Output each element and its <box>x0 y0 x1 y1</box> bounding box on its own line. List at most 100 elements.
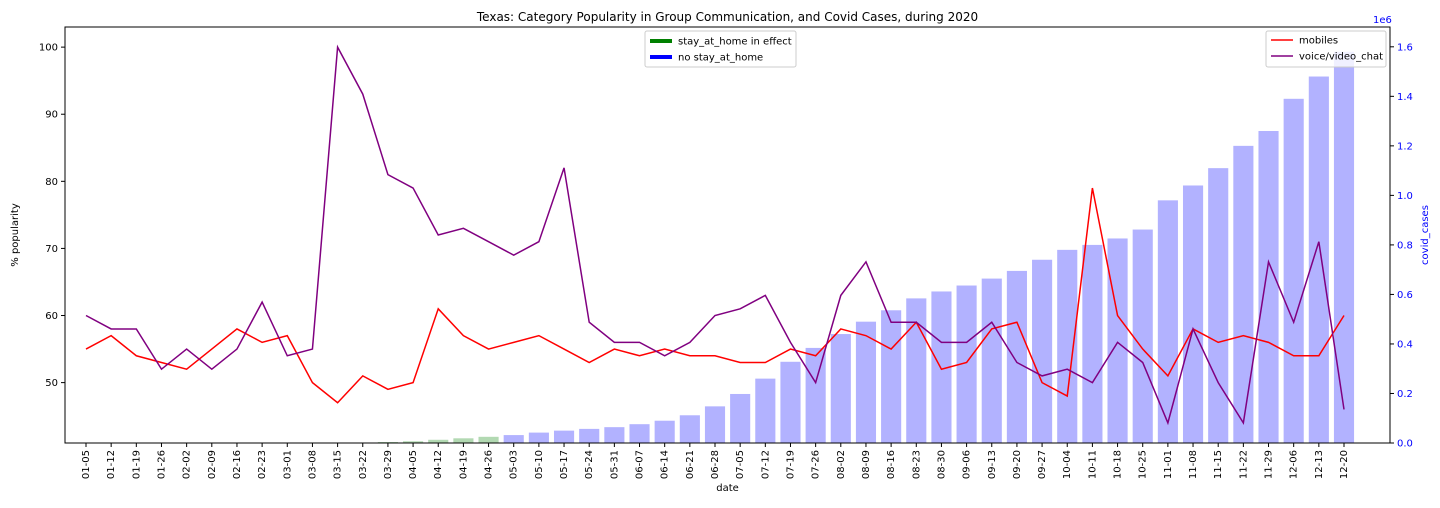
x-tick-label: 01-26 <box>156 450 167 479</box>
x-tick-label: 02-23 <box>257 450 268 479</box>
bar-covid-cases <box>755 379 775 443</box>
y2-tick-label: 0.2 <box>1397 389 1413 400</box>
x-tick-label: 08-16 <box>886 450 897 479</box>
x-tick-label: 11-15 <box>1213 450 1224 479</box>
bar-covid-cases <box>655 421 675 443</box>
x-tick-label: 06-07 <box>635 450 646 479</box>
bar-covid-cases <box>881 310 901 443</box>
x-tick-label: 11-29 <box>1264 450 1275 479</box>
x-tick-label: 06-28 <box>710 450 721 479</box>
y2-axis-offset-label: 1e6 <box>1373 15 1392 26</box>
y-tick-label: 90 <box>45 110 58 121</box>
x-tick-label: 01-05 <box>81 450 92 479</box>
x-tick-label: 11-22 <box>1238 450 1249 479</box>
y-tick-label: 70 <box>45 244 58 255</box>
bar-covid-cases <box>1208 168 1228 443</box>
x-tick-label: 02-16 <box>232 450 243 479</box>
bar-covid-cases <box>1284 99 1304 443</box>
y-tick-label: 60 <box>45 311 58 322</box>
y2-tick-label: 1.2 <box>1397 141 1413 152</box>
lines-layer <box>86 47 1344 423</box>
x-tick-label: 11-01 <box>1163 450 1174 479</box>
x-tick-label: 08-09 <box>861 450 872 479</box>
x-tick-label: 03-15 <box>333 450 344 479</box>
x-tick-label: 07-05 <box>735 450 746 479</box>
bar-covid-cases <box>504 435 524 443</box>
bar-covid-cases <box>1082 245 1102 443</box>
x-tick-label: 08-30 <box>936 450 947 479</box>
x-tick-label: 12-06 <box>1289 450 1300 479</box>
bars-layer <box>328 52 1355 443</box>
bar-covid-cases <box>680 415 700 443</box>
bar-covid-cases <box>1108 238 1128 443</box>
bar-covid-cases <box>831 334 851 443</box>
bar-covid-cases <box>554 431 574 443</box>
x-tick-label: 06-21 <box>685 450 696 479</box>
bar-covid-cases <box>1133 230 1153 443</box>
bar-covid-cases <box>629 424 649 443</box>
bar-covid-cases <box>982 279 1002 443</box>
legend-label: voice/video_chat <box>1299 52 1383 63</box>
x-tick-label: 10-18 <box>1113 450 1124 479</box>
bar-covid-cases <box>604 427 624 443</box>
legend-label: no stay_at_home <box>678 53 763 64</box>
x-tick-label: 05-24 <box>584 450 595 479</box>
x-tick-label: 03-08 <box>307 450 318 479</box>
bar-covid-cases <box>780 362 800 443</box>
bar-covid-cases <box>529 433 549 443</box>
x-tick-label: 11-08 <box>1188 450 1199 479</box>
x-tick-label: 02-02 <box>182 450 193 479</box>
x-tick-label: 03-01 <box>282 450 293 479</box>
y2-tick-label: 0.4 <box>1397 339 1413 350</box>
y2-axis-label: covid_cases <box>1420 205 1431 265</box>
y2-tick-label: 0.6 <box>1397 290 1413 301</box>
x-tick-label: 10-04 <box>1062 450 1073 479</box>
series-line-voice-video-chat <box>86 47 1344 423</box>
x-tick-label: 04-26 <box>484 450 495 479</box>
x-tick-label: 04-19 <box>458 450 469 479</box>
y2-tick-label: 0.0 <box>1397 439 1413 450</box>
x-tick-label: 09-20 <box>1012 450 1023 479</box>
legend-label: stay_at_home in effect <box>678 37 792 48</box>
bar-covid-cases <box>730 394 750 443</box>
y-axis-label: % popularity <box>10 203 21 267</box>
x-tick-label: 07-12 <box>760 450 771 479</box>
x-tick-label: 01-12 <box>106 450 117 479</box>
legend-label: mobiles <box>1299 36 1338 47</box>
x-tick-label: 07-19 <box>785 450 796 479</box>
bar-covid-cases <box>906 298 926 443</box>
x-tick-label: 08-23 <box>911 450 922 479</box>
y2-tick-label: 1.0 <box>1397 191 1413 202</box>
x-tick-label: 01-19 <box>131 450 142 479</box>
x-tick-label: 12-20 <box>1339 450 1350 479</box>
y-axis-right: 0.00.20.40.60.81.01.21.41.6 <box>1390 42 1413 449</box>
bar-covid-cases <box>1233 146 1253 443</box>
x-tick-label: 05-10 <box>534 450 545 479</box>
series-line-mobiles <box>86 188 1344 403</box>
bar-covid-cases <box>806 348 826 443</box>
x-tick-label: 12-13 <box>1314 450 1325 479</box>
x-tick-label: 02-09 <box>207 450 218 479</box>
x-axis-label: date <box>716 483 739 494</box>
bar-covid-cases <box>1183 185 1203 443</box>
chart-title: Texas: Category Popularity in Group Comm… <box>476 10 978 24</box>
x-tick-label: 09-27 <box>1037 450 1048 479</box>
x-tick-label: 05-31 <box>609 450 620 479</box>
bar-covid-cases <box>1032 260 1052 443</box>
x-tick-label: 10-11 <box>1087 450 1098 479</box>
x-axis: 01-05 01-12 01-19 01-26 02-02 02-09 02-16 02-23… <box>81 443 1350 479</box>
x-tick-label: 05-03 <box>509 450 520 479</box>
x-tick-label: 10-25 <box>1138 450 1149 479</box>
bar-covid-cases <box>1309 77 1329 443</box>
x-tick-label: 03-29 <box>383 450 394 479</box>
x-tick-label: 05-17 <box>559 450 570 479</box>
x-tick-label: 09-13 <box>987 450 998 479</box>
y-tick-label: 100 <box>39 43 58 54</box>
y2-tick-label: 0.8 <box>1397 240 1413 251</box>
y2-tick-label: 1.4 <box>1397 92 1413 103</box>
x-tick-label: 09-06 <box>962 450 973 479</box>
x-tick-label: 07-26 <box>811 450 822 479</box>
x-tick-label: 06-14 <box>660 450 671 479</box>
